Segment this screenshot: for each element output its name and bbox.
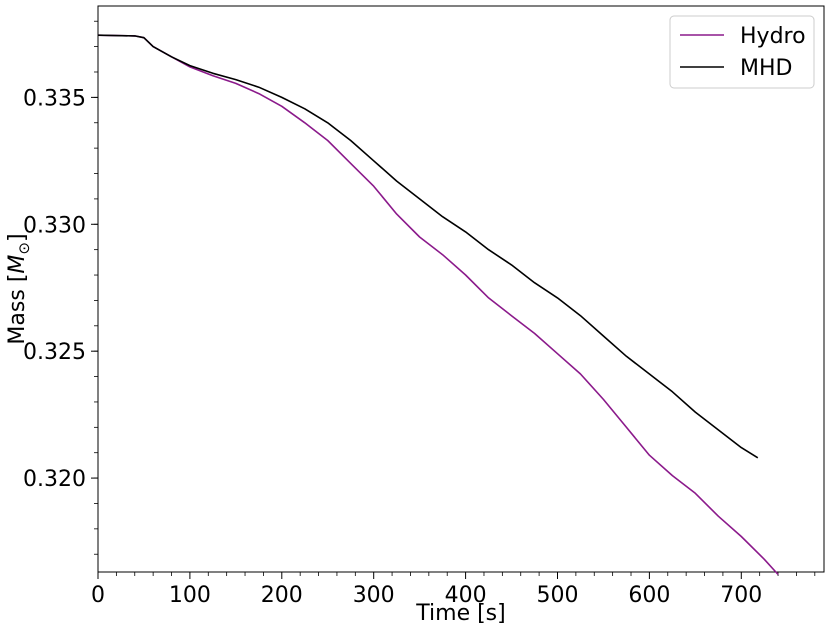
- y-axis-label-symbol: M: [5, 255, 30, 274]
- y-tick-label: 0.335: [23, 86, 86, 111]
- plot-frame: [97, 5, 825, 573]
- y-tick-label: 0.325: [23, 340, 86, 365]
- x-tick-label: 500: [536, 583, 578, 608]
- x-axis-ticks: 0 100 200 300 400 500 600 700: [91, 572, 816, 608]
- y-tick-label: 0.320: [23, 467, 86, 492]
- x-tick-label: 300: [353, 583, 395, 608]
- y-axis-label-close: ]: [5, 233, 30, 242]
- x-tick-label: 600: [628, 583, 670, 608]
- x-tick-label: 200: [261, 583, 303, 608]
- series-layer: [97, 34, 779, 576]
- y-tick-label: 0.330: [23, 213, 86, 238]
- y-axis-ticks: 0.320 0.325 0.330 0.335: [23, 20, 98, 555]
- x-tick-label: 0: [91, 583, 105, 608]
- y-axis-label-subscript: ⊙: [15, 242, 33, 255]
- y-axis-label-text: Mass [: [5, 274, 30, 345]
- legend-box: [669, 15, 815, 89]
- x-tick-label: 400: [445, 583, 487, 608]
- legend-mhd-label: MHD: [740, 56, 792, 81]
- x-tick-label: 700: [720, 583, 762, 608]
- y-axis-label: Mass [M⊙]: [5, 233, 33, 344]
- series-line-mhd: [97, 34, 759, 459]
- x-axis-label: Time [s]: [415, 601, 505, 626]
- legend: Hydro MHD: [669, 15, 815, 89]
- legend-hydro-label: Hydro: [740, 24, 806, 49]
- series-line-hydro: [97, 34, 779, 576]
- x-tick-label: 100: [169, 583, 211, 608]
